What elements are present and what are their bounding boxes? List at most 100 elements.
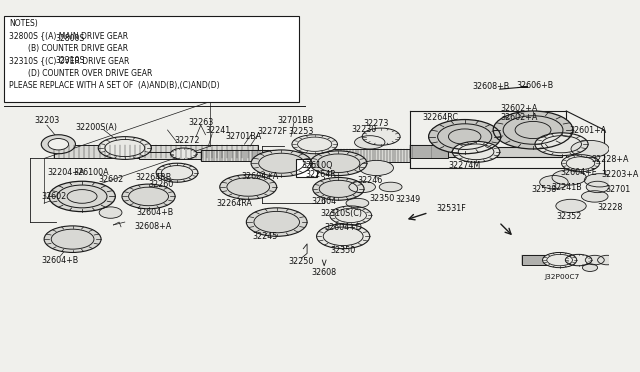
Ellipse shape: [156, 163, 198, 182]
Text: 32200S(A): 32200S(A): [76, 123, 117, 132]
Text: 32352: 32352: [556, 212, 582, 221]
Text: 32604+B: 32604+B: [136, 208, 174, 217]
Text: 32350: 32350: [330, 246, 356, 255]
Text: 32246: 32246: [358, 176, 383, 185]
Ellipse shape: [330, 206, 372, 225]
Ellipse shape: [41, 135, 76, 154]
Ellipse shape: [598, 255, 616, 265]
Bar: [324, 149, 410, 162]
Ellipse shape: [122, 184, 175, 209]
Text: 32264RB: 32264RB: [135, 173, 172, 182]
Text: 32538: 32538: [532, 185, 557, 194]
Text: 32272F: 32272F: [258, 127, 288, 137]
Ellipse shape: [429, 119, 500, 154]
Text: 32264RC: 32264RC: [422, 113, 458, 122]
Bar: [410, 145, 447, 158]
Ellipse shape: [362, 128, 400, 145]
Ellipse shape: [98, 137, 152, 160]
Ellipse shape: [540, 176, 568, 189]
Ellipse shape: [543, 253, 577, 267]
Text: 32260: 32260: [148, 180, 173, 189]
Text: 32602: 32602: [41, 192, 66, 201]
Ellipse shape: [49, 181, 115, 212]
Text: 32610Q: 32610Q: [301, 161, 333, 170]
Ellipse shape: [349, 181, 376, 193]
Text: 32800S: 32800S: [55, 34, 84, 44]
Bar: [522, 255, 552, 265]
Text: 32349: 32349: [396, 195, 420, 204]
Bar: [4, 16, 298, 102]
Ellipse shape: [571, 140, 609, 157]
Ellipse shape: [565, 254, 592, 266]
Bar: [296, 160, 317, 176]
Ellipse shape: [246, 208, 307, 236]
Text: 32701BB: 32701BB: [278, 116, 314, 125]
Text: 32602+A: 32602+A: [500, 113, 538, 122]
Text: 32606+B: 32606+B: [516, 81, 554, 90]
Text: 32204+A: 32204+A: [47, 168, 84, 177]
Text: (D) COUNTER OVER DRIVE GEAR: (D) COUNTER OVER DRIVE GEAR: [9, 68, 152, 77]
Text: J32P00C7: J32P00C7: [544, 274, 579, 280]
Ellipse shape: [493, 111, 573, 149]
Text: 32203+A: 32203+A: [602, 170, 639, 179]
Ellipse shape: [220, 174, 276, 199]
Text: 32203: 32203: [35, 116, 60, 125]
Text: 32602: 32602: [98, 175, 123, 184]
Ellipse shape: [452, 141, 500, 162]
Ellipse shape: [585, 255, 604, 265]
Text: 32272: 32272: [175, 136, 200, 145]
Ellipse shape: [561, 155, 600, 172]
Text: 32604+B: 32604+B: [42, 256, 79, 264]
Ellipse shape: [310, 151, 367, 176]
Ellipse shape: [48, 138, 68, 150]
Text: 32800S {(A) MAIN DRIVE GEAR: 32800S {(A) MAIN DRIVE GEAR: [9, 32, 128, 41]
Bar: [522, 257, 590, 263]
Text: 32604+E: 32604+E: [560, 168, 597, 177]
Text: 32350: 32350: [370, 194, 395, 203]
Text: 32608+B: 32608+B: [473, 82, 510, 91]
Text: 32263: 32263: [188, 118, 213, 127]
Ellipse shape: [355, 136, 385, 149]
Text: 32274M: 32274M: [449, 161, 481, 170]
Ellipse shape: [552, 170, 586, 185]
Text: 32608: 32608: [312, 268, 337, 277]
Text: 32273: 32273: [364, 119, 389, 128]
Text: 32604+D: 32604+D: [324, 223, 362, 232]
Bar: [201, 150, 282, 161]
Text: 32228: 32228: [598, 203, 623, 212]
Text: 32228+A: 32228+A: [592, 155, 629, 164]
Ellipse shape: [586, 181, 609, 193]
Text: 32701BA: 32701BA: [225, 132, 262, 141]
Text: 32241: 32241: [205, 126, 231, 135]
Ellipse shape: [359, 160, 394, 176]
Text: 326100A: 326100A: [74, 168, 109, 177]
Ellipse shape: [346, 198, 369, 208]
Text: 32230: 32230: [351, 125, 377, 135]
Text: 32608+A: 32608+A: [134, 222, 172, 231]
Ellipse shape: [317, 224, 370, 248]
Bar: [139, 152, 201, 160]
Text: 32250: 32250: [289, 257, 314, 266]
Text: NOTES): NOTES): [9, 19, 38, 28]
Text: 32604+A: 32604+A: [241, 172, 278, 181]
Text: 32245: 32245: [253, 232, 278, 241]
Text: 32604: 32604: [312, 197, 337, 206]
Ellipse shape: [535, 133, 588, 155]
Text: 32310S {(C) OVER DRIVE GEAR: 32310S {(C) OVER DRIVE GEAR: [9, 56, 129, 65]
Ellipse shape: [313, 177, 364, 200]
Text: 32602+A: 32602+A: [500, 104, 538, 113]
Text: 32531F: 32531F: [436, 204, 466, 213]
Ellipse shape: [99, 207, 122, 218]
Ellipse shape: [582, 264, 598, 272]
Ellipse shape: [170, 148, 197, 160]
Ellipse shape: [251, 150, 312, 176]
Text: 32264RA: 32264RA: [216, 199, 252, 208]
Text: 32264R: 32264R: [305, 170, 336, 179]
Bar: [54, 145, 258, 158]
Ellipse shape: [556, 199, 586, 212]
Text: 32253: 32253: [289, 127, 314, 137]
Ellipse shape: [292, 135, 337, 154]
Text: 32601+A: 32601+A: [569, 126, 606, 135]
Text: 32701: 32701: [605, 185, 630, 194]
Text: 32310S: 32310S: [55, 56, 84, 65]
